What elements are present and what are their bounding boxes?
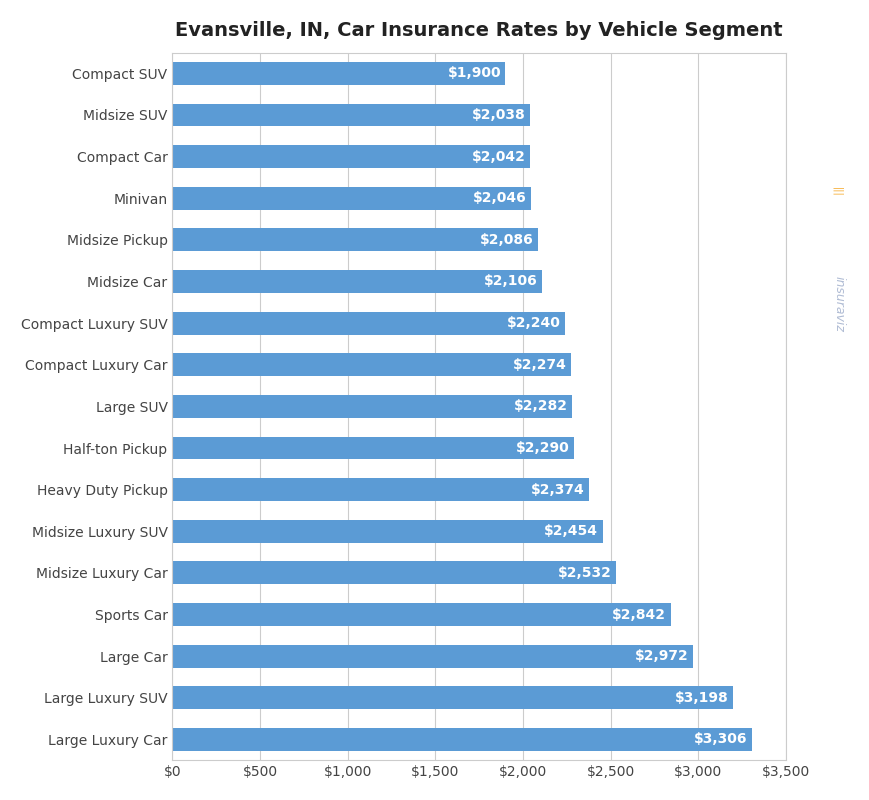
Bar <box>172 395 572 418</box>
Bar <box>172 270 541 293</box>
Text: $3,198: $3,198 <box>674 691 727 705</box>
Text: insuraviz: insuraviz <box>833 276 845 332</box>
Bar <box>172 728 751 751</box>
Title: Evansville, IN, Car Insurance Rates by Vehicle Segment: Evansville, IN, Car Insurance Rates by V… <box>176 21 782 40</box>
Text: $2,842: $2,842 <box>612 607 666 622</box>
Text: $3,306: $3,306 <box>693 733 746 746</box>
Bar <box>172 103 529 126</box>
Text: $2,042: $2,042 <box>472 150 526 163</box>
Text: $2,038: $2,038 <box>471 108 525 122</box>
Text: $2,046: $2,046 <box>473 191 526 206</box>
Bar <box>172 62 505 85</box>
Bar <box>172 478 587 501</box>
Bar <box>172 312 564 334</box>
Bar <box>172 686 732 710</box>
Bar <box>172 186 530 210</box>
Text: $2,454: $2,454 <box>543 524 598 538</box>
Bar <box>172 645 693 668</box>
Text: $2,086: $2,086 <box>480 233 533 247</box>
Text: $2,282: $2,282 <box>514 399 567 414</box>
Bar <box>172 437 574 459</box>
Text: $2,106: $2,106 <box>483 274 536 289</box>
Bar <box>172 145 530 168</box>
Text: |||: ||| <box>831 187 841 197</box>
Bar <box>172 603 670 626</box>
Text: $2,240: $2,240 <box>507 316 560 330</box>
Text: $1,900: $1,900 <box>447 66 501 80</box>
Bar <box>172 562 615 584</box>
Bar <box>172 229 537 251</box>
Text: $2,532: $2,532 <box>557 566 611 580</box>
Text: $2,274: $2,274 <box>512 358 566 372</box>
Text: $2,290: $2,290 <box>515 441 569 455</box>
Text: $2,972: $2,972 <box>634 650 688 663</box>
Bar <box>172 520 602 542</box>
Bar <box>172 354 570 376</box>
Text: $2,374: $2,374 <box>530 482 583 497</box>
